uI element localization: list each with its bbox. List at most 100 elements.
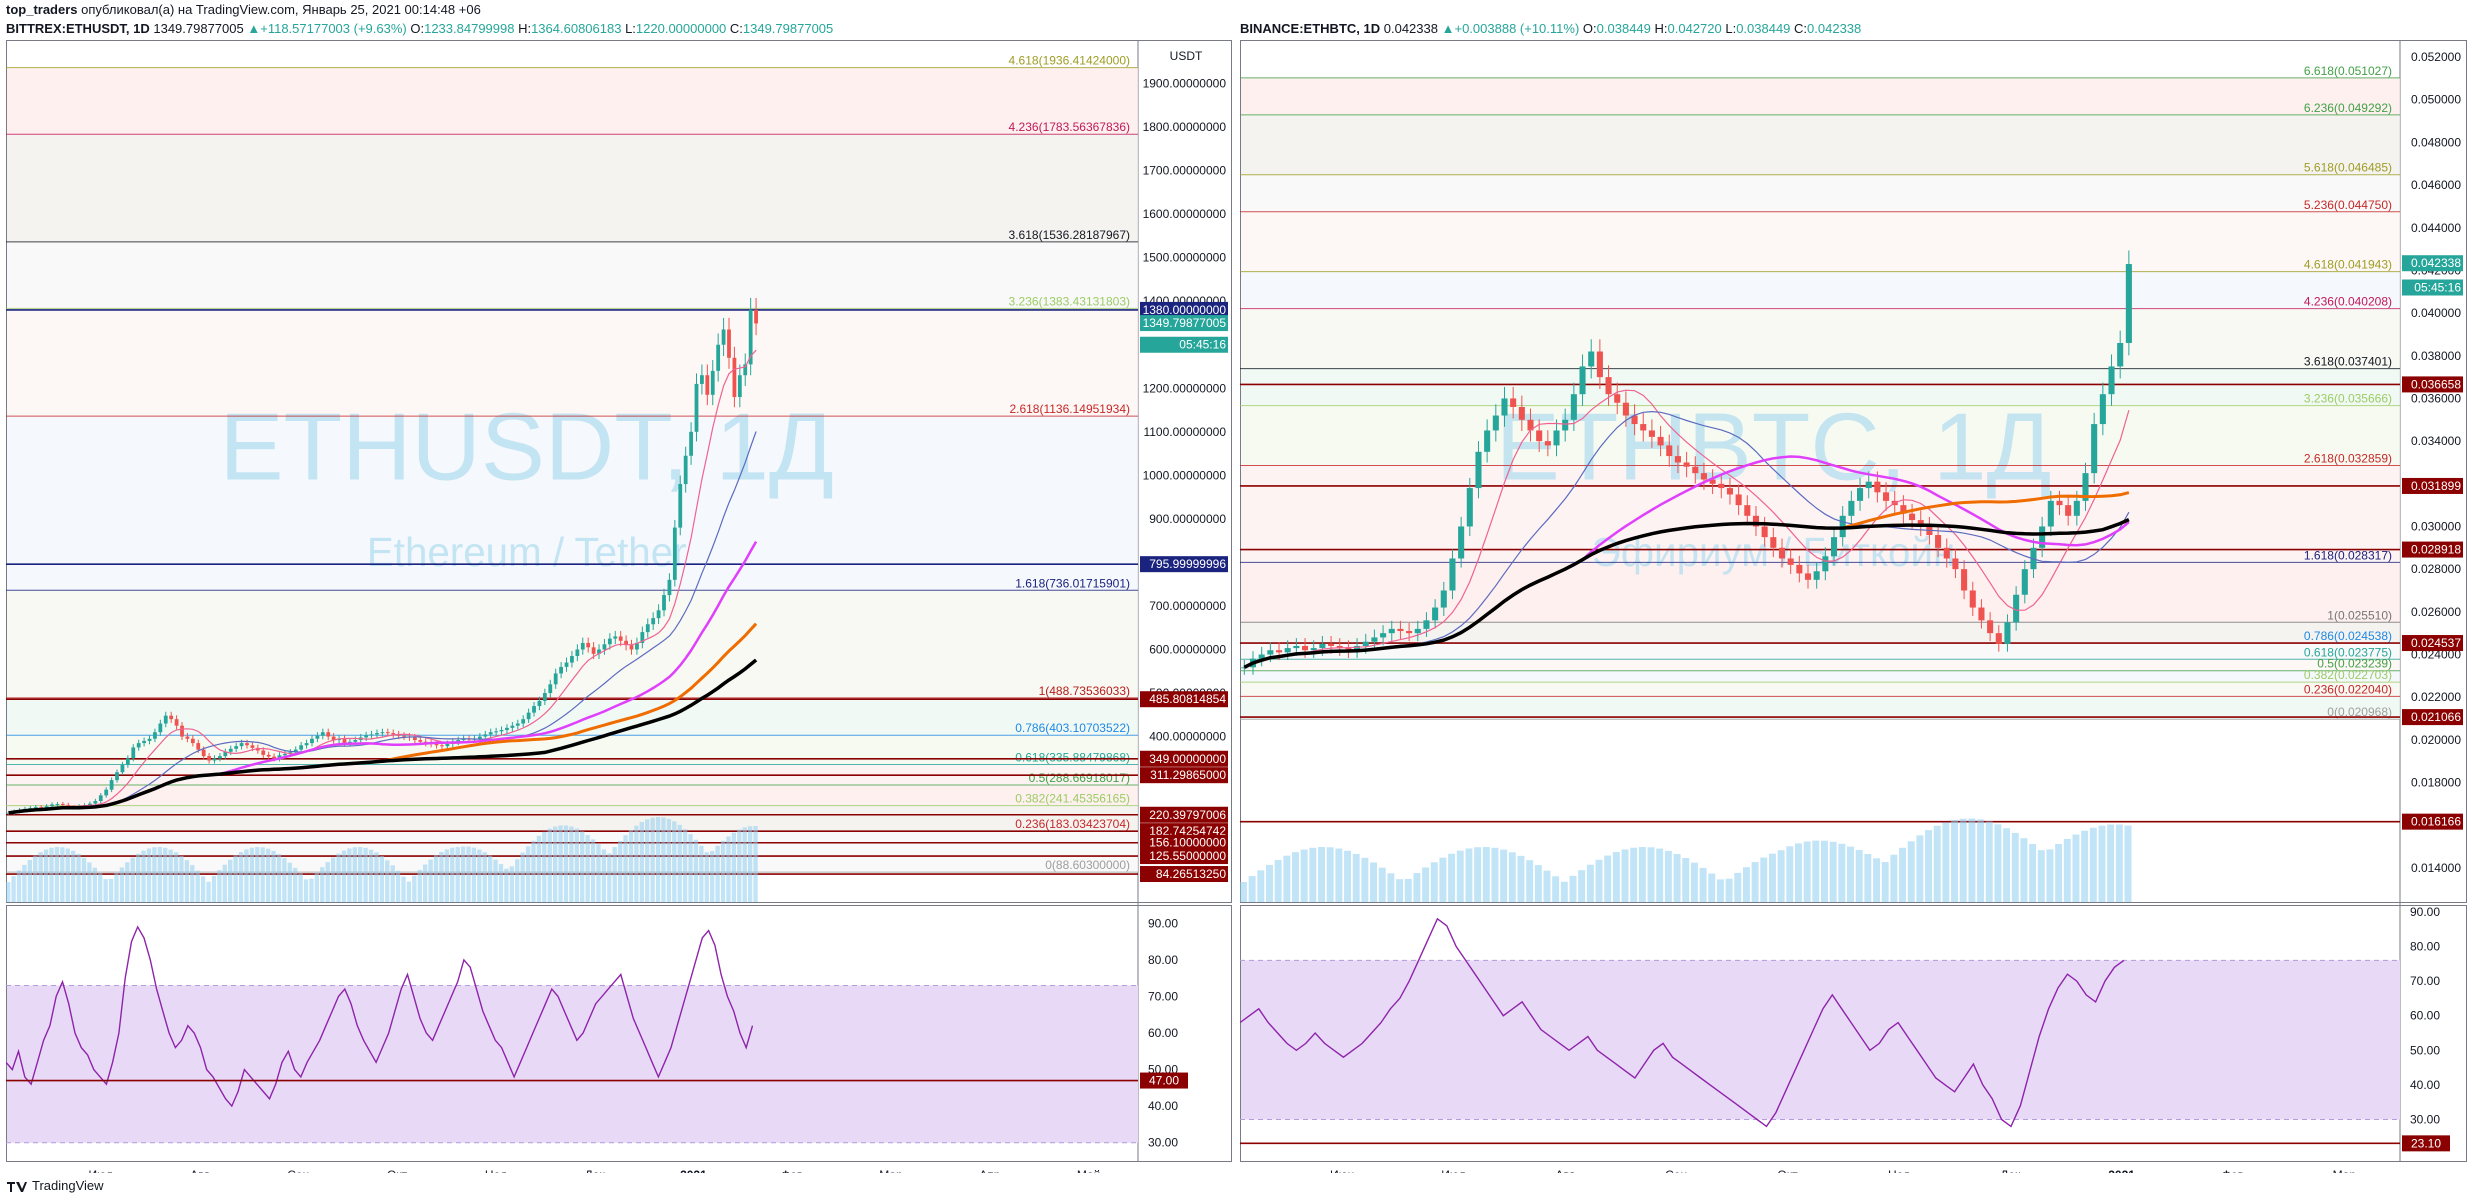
time-axis-label: Окт — [1777, 1168, 1798, 1173]
candle-body — [1518, 406, 1525, 420]
rsi-axis-tick: 90.00 — [1148, 916, 1178, 930]
candle-body — [521, 719, 526, 724]
candle-body — [1423, 620, 1430, 629]
ohlc-value: 1233.84799998 — [424, 21, 519, 36]
candle-body — [667, 579, 672, 596]
volume-bar — [1517, 855, 1525, 902]
candle-body — [727, 329, 731, 358]
volume-bar — [217, 870, 222, 902]
tradingview-footer[interactable]: TradingView — [6, 1178, 104, 1194]
left-last-price: 1349.79877005 — [153, 21, 244, 36]
rsi-axis-tick: 70.00 — [2410, 974, 2440, 988]
volume-bar — [493, 859, 498, 902]
volume-bar — [314, 872, 320, 902]
candle-body — [629, 645, 634, 650]
candle-body — [542, 693, 547, 701]
candle-body — [1987, 620, 1994, 634]
volume-bar — [390, 865, 395, 902]
volume-bar — [1864, 853, 1872, 902]
volume-bar — [1829, 841, 1837, 902]
volume-bar — [612, 847, 617, 902]
candle-body — [1952, 558, 1959, 570]
volume-bar — [2124, 825, 2132, 902]
volume-bar — [173, 852, 179, 902]
volume-bar — [1612, 852, 1620, 902]
candle-body — [710, 370, 715, 395]
candle-body — [131, 747, 136, 759]
rsi-tag-bg — [2402, 1135, 2450, 1152]
volume-bar — [1847, 846, 1854, 902]
volume-bar — [487, 855, 493, 902]
volume-bar — [509, 866, 514, 902]
candle-body — [142, 740, 146, 744]
candle-body — [60, 804, 65, 806]
volume-bar — [1873, 858, 1880, 902]
time-axis-label: Окт — [387, 1168, 408, 1173]
volume-bar — [238, 852, 244, 902]
candle-body — [109, 780, 114, 790]
candle-body — [115, 772, 119, 781]
right-ohlc: O:0.038449 H:0.042720 L:0.038449 C:0.042… — [1583, 21, 1861, 36]
candle-body — [1310, 648, 1317, 651]
candle-body — [1258, 654, 1265, 659]
candle-body — [185, 736, 190, 739]
candle-body — [1362, 641, 1369, 646]
time-axis-label: Июл — [1441, 1168, 1465, 1173]
ohlc-value: 1364.60806183 — [531, 21, 626, 36]
volume-bar — [103, 879, 108, 902]
candle-body — [1284, 648, 1291, 653]
candle-body — [607, 638, 612, 645]
volume-bar — [325, 862, 330, 902]
left-ohlc: O:1233.84799998 H:1364.60806183 L:1220.0… — [410, 21, 833, 36]
volume-bar — [1786, 846, 1794, 902]
volume-bar — [200, 876, 206, 902]
volume-bar — [1300, 849, 1308, 902]
rsi-axis-tick: 60.00 — [1148, 1026, 1178, 1040]
candle-body — [2073, 500, 2080, 516]
volume-bar — [298, 873, 303, 902]
candle-body — [1553, 430, 1560, 446]
candle-body — [245, 743, 249, 746]
candle-body — [656, 610, 661, 619]
ohlc-key: L: — [1725, 21, 1737, 36]
volume-bar — [265, 848, 271, 902]
candle-body — [591, 647, 596, 654]
fib-level-label: 1(0.025510) — [2327, 608, 2392, 622]
volume-bar — [563, 825, 569, 902]
volume-bar — [70, 850, 76, 902]
left-symbol[interactable]: BITTREX:ETHUSDT, 1D — [6, 21, 150, 36]
candle-body — [272, 756, 276, 759]
candle-body — [1475, 451, 1482, 489]
volume-bar — [163, 847, 168, 902]
candle-body — [55, 804, 60, 806]
volume-bar — [1899, 847, 1906, 902]
candle-body — [1267, 650, 1274, 655]
volume-bar — [114, 873, 119, 902]
candle-body — [396, 734, 401, 736]
price-tag-label: 795.99999996 — [1149, 557, 1226, 571]
volume-bar — [2063, 838, 2071, 902]
left-chart[interactable]: ETHUSDT, 1Д Ethereum / Tether 4.618(1936.4… — [6, 40, 1232, 1173]
candle-body — [553, 673, 558, 685]
candle-body — [2108, 366, 2115, 395]
candle-body — [651, 618, 656, 625]
volume-bar — [1465, 848, 1473, 902]
tradingview-logo-icon — [7, 1182, 27, 1192]
candle-body — [1371, 637, 1378, 642]
candle-body — [44, 806, 49, 809]
fib-band — [1241, 271, 2400, 309]
fib-level-label: 2.618(1136.14951934) — [1009, 402, 1130, 416]
right-symbol[interactable]: BINANCE:ETHBTC, 1D — [1240, 21, 1381, 36]
candle-body — [1544, 441, 1551, 446]
candle-body — [1883, 492, 1890, 501]
candle-body — [532, 706, 536, 713]
ohlc-key: L: — [625, 21, 636, 36]
candle-body — [375, 733, 379, 735]
price-axis-tick: 1500.00000000 — [1143, 251, 1227, 265]
volume-bar — [65, 848, 70, 902]
volume-bar — [222, 864, 227, 902]
volume-bar — [1326, 847, 1334, 902]
publisher-username[interactable]: top_traders — [6, 2, 78, 17]
volume-bar — [287, 862, 292, 902]
